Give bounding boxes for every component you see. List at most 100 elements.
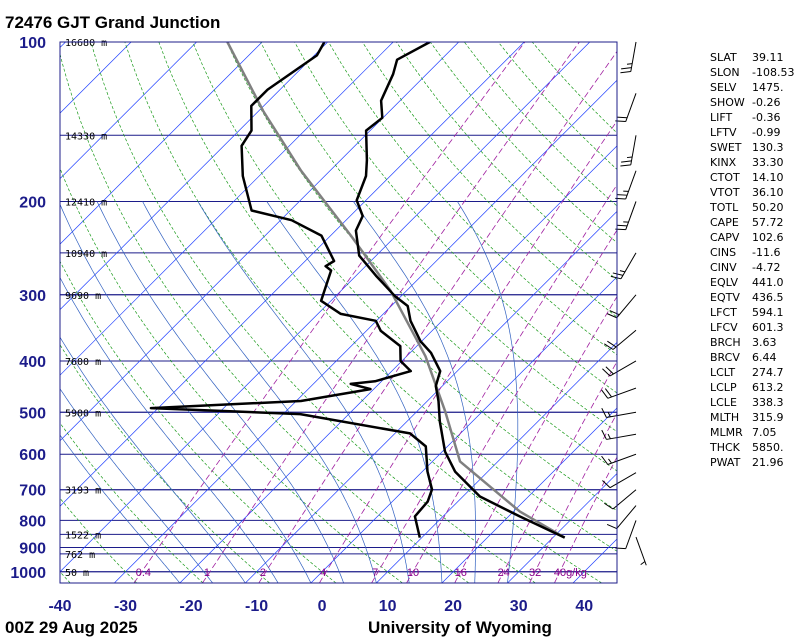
barb-staff	[606, 433, 637, 440]
barb-half	[626, 63, 633, 65]
index-name: LCLP	[710, 381, 737, 394]
index-name: CTOT	[710, 171, 740, 184]
x-tick-label: 30	[510, 598, 528, 615]
barb-staff	[607, 387, 637, 399]
isotherm	[507, 472, 617, 583]
barb-staff	[630, 135, 637, 165]
index-name: SLAT	[710, 51, 737, 64]
wind-barb	[606, 505, 637, 530]
index-name: SLON	[710, 66, 740, 79]
barb-staff	[625, 520, 637, 549]
barb-half	[626, 156, 633, 159]
barb-full	[604, 343, 614, 350]
moist-adiabat	[353, 201, 476, 583]
moist-adiabat	[60, 434, 181, 583]
y-tick-label: 100	[19, 35, 46, 52]
index-name: PWAT	[710, 456, 741, 469]
y-tick-label: 600	[19, 447, 46, 464]
index-name: LIFT	[710, 111, 733, 124]
mixing-ratio-label: 2	[260, 567, 266, 579]
index-name: LFCT	[710, 306, 737, 319]
moist-adiabat	[60, 276, 279, 583]
index-name: EQLV	[710, 276, 739, 289]
barb-staff	[616, 505, 637, 529]
height-label: 50 m	[65, 568, 89, 579]
index-value: 6.44	[752, 351, 777, 364]
isotherm	[310, 276, 617, 583]
y-tick-label: 200	[19, 194, 46, 211]
barb-staff	[609, 472, 637, 489]
dry-adiabat	[158, 42, 617, 552]
index-name: CAPE	[710, 216, 739, 229]
index-name: VTOT	[710, 186, 740, 199]
wind-barb	[602, 360, 637, 377]
index-name: BRCV	[710, 351, 740, 364]
index-value: 14.10	[752, 171, 784, 184]
barb-full	[602, 368, 611, 377]
isotherm	[376, 341, 617, 583]
plot-frame	[59, 41, 618, 584]
y-tick-label: 700	[19, 483, 46, 500]
index-value: -108.53	[752, 66, 794, 79]
index-value: -11.6	[752, 246, 780, 259]
dry-adiabat	[260, 42, 617, 433]
moist-adiabat	[96, 201, 345, 583]
index-name: LCLT	[710, 366, 735, 379]
x-tick-label: 40	[575, 598, 593, 615]
index-value: -0.99	[752, 126, 780, 139]
mixing-ratio-line	[554, 456, 617, 583]
mixing-ratio-label: 4	[320, 567, 326, 579]
barb-half	[608, 458, 612, 464]
mixing-ratio-label: 40g/kg	[554, 567, 587, 579]
mixing-ratio-label: 10	[407, 567, 419, 579]
wind-barb	[602, 472, 637, 489]
dry-adiabat	[192, 42, 617, 512]
barb-half	[619, 270, 626, 273]
height-label: 762 m	[65, 550, 95, 561]
x-tick-label: 10	[379, 598, 397, 615]
barb-full	[601, 455, 609, 465]
index-value: 441.0	[752, 276, 784, 289]
barb-staff	[625, 93, 637, 122]
dry-adiabat	[124, 42, 602, 583]
index-name: BRCH	[710, 336, 741, 349]
index-value: 102.6	[752, 231, 784, 244]
profile-line	[226, 42, 566, 539]
index-name: KINX	[710, 156, 737, 169]
barb-staff	[630, 41, 637, 72]
barb-staff	[625, 170, 637, 200]
x-tick-label: -30	[114, 598, 137, 615]
dry-adiabat	[60, 167, 403, 583]
profile-line	[354, 42, 566, 539]
mixing-ratio-line	[133, 42, 526, 583]
barb-staff	[609, 360, 637, 377]
footer-time: 00Z 29 Aug 2025	[5, 618, 138, 637]
moist-adiabat	[266, 201, 443, 583]
y-tick-label: 900	[19, 541, 46, 558]
index-name: CINS	[710, 246, 736, 259]
wind-barb	[635, 536, 647, 566]
barb-staff	[625, 201, 637, 230]
dry-adiabat	[362, 42, 617, 318]
wind-barb	[601, 407, 637, 418]
isotherm	[114, 79, 617, 583]
moist-adiabat	[457, 201, 519, 583]
profile-line	[149, 42, 434, 538]
index-name: CINV	[710, 261, 737, 274]
mixing-ratio-label: 24	[498, 567, 510, 579]
index-name: LCLE	[710, 396, 737, 409]
index-name: SELV	[710, 81, 737, 94]
barb-full	[601, 389, 609, 399]
barb-full	[620, 164, 631, 167]
index-value: -4.72	[752, 261, 780, 274]
isotherm	[60, 42, 591, 573]
index-name: LFTV	[710, 126, 737, 139]
isotherm	[60, 42, 263, 245]
mixing-ratio-line	[529, 412, 617, 583]
height-label: 9690 m	[65, 291, 101, 302]
index-value: 39.11	[752, 51, 784, 64]
index-value: 1475.	[752, 81, 784, 94]
barb-full	[612, 272, 624, 276]
height-label: 14330 m	[65, 131, 107, 142]
